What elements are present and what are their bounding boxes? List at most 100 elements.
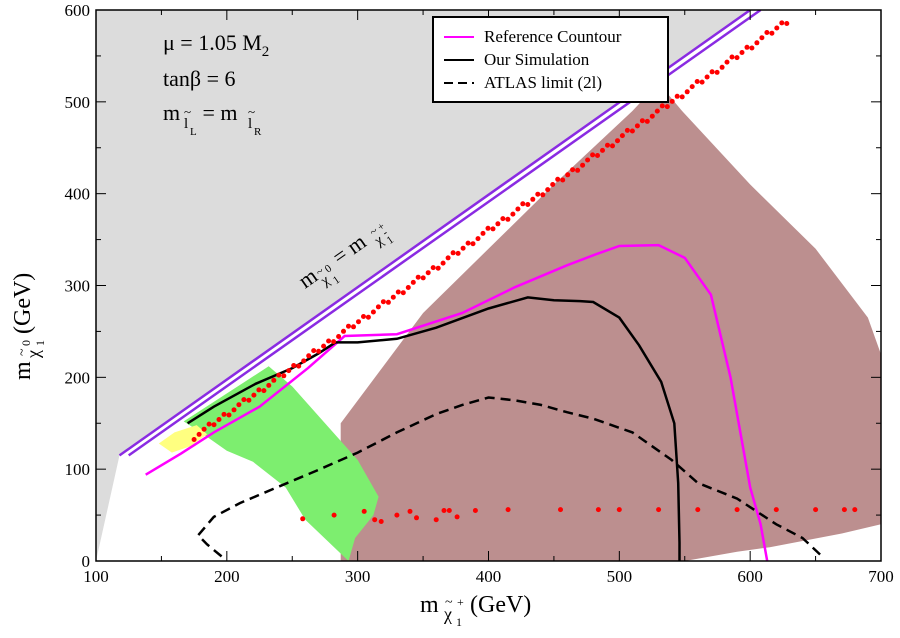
scatter-point-diag-31 — [346, 323, 351, 329]
x-tick-label-3: 400 — [476, 567, 502, 586]
scatter-point-diag-119 — [784, 21, 790, 26]
scatter-point-diag-118 — [779, 20, 785, 26]
scatter-point-row-1 — [331, 512, 337, 518]
scatter-point-diag-77 — [575, 167, 581, 173]
scatter-point-diag-55 — [465, 240, 471, 246]
annotation-mu: μ = 1.05 M2 — [163, 30, 269, 60]
scatter-point-diag-29 — [336, 334, 342, 339]
x-axis-title-tilde: ~ — [445, 595, 453, 610]
scatter-point-diag-81 — [595, 153, 600, 158]
scatter-point-diag-57 — [475, 236, 481, 242]
scatter-point-diag-16 — [271, 377, 277, 383]
scatter-point-diag-62 — [500, 216, 506, 222]
scatter-point-row-5 — [394, 512, 400, 518]
series-line-2 — [196, 396, 823, 558]
scatter-point-diag-56 — [470, 241, 476, 247]
legend: Reference Countour Our Simulation ATLAS … — [432, 16, 669, 103]
y-axis-title-sub: 1 — [33, 340, 47, 346]
scatter-point-diag-90 — [639, 118, 645, 124]
scatter-point-diag-91 — [644, 118, 650, 124]
scatter-point-row-13 — [505, 507, 511, 513]
scatter-point-diag-40 — [390, 294, 396, 300]
x-tick-label-2: 300 — [345, 567, 371, 586]
scatter-point-row-22 — [841, 507, 847, 513]
annotation-slepton-tilde1: ~ — [184, 104, 191, 119]
scatter-point-row-4 — [378, 519, 384, 524]
scatter-point-diag-27 — [326, 338, 332, 344]
scatter-point-diag-86 — [619, 133, 625, 139]
scatter-point-diag-34 — [361, 314, 366, 319]
scatter-point-diag-109 — [734, 55, 740, 61]
scatter-point-row-18 — [695, 507, 701, 513]
scatter-point-diag-64 — [510, 211, 516, 217]
legend-label-simulation: Our Simulation — [484, 50, 590, 69]
annotation-slepton-sub1: l — [184, 116, 188, 132]
y-tick-label-4: 400 — [65, 185, 91, 204]
scatter-point-diag-67 — [525, 202, 531, 207]
scatter-point-diag-45 — [415, 274, 421, 280]
scatter-point-diag-101 — [694, 79, 700, 84]
scatter-point-diag-110 — [739, 50, 745, 55]
scatter-point-diag-72 — [550, 182, 556, 187]
scatter-point-diag-3 — [206, 421, 212, 427]
scatter-point-diag-22 — [301, 358, 307, 364]
scatter-point-diag-43 — [405, 285, 411, 290]
scatter-point-diag-92 — [649, 113, 655, 119]
scatter-point-diag-24 — [311, 348, 317, 354]
scatter-point-diag-18 — [281, 373, 287, 379]
scatter-point-diag-76 — [570, 167, 576, 173]
x-tick-label-5: 600 — [737, 567, 763, 586]
scatter-point-row-12 — [472, 508, 478, 513]
y-axis-title: m ~ χ 1 0 (GeV) — [10, 273, 47, 380]
scatter-point-diag-26 — [321, 343, 327, 349]
scatter-point-diag-111 — [744, 44, 750, 50]
scatter-point-diag-63 — [505, 216, 511, 222]
legend-label-reference: Reference Countour — [484, 27, 622, 46]
x-tick-label-4: 500 — [607, 567, 633, 586]
scatter-point-diag-28 — [331, 339, 337, 345]
scatter-point-diag-66 — [520, 201, 526, 207]
scatter-point-diag-74 — [560, 177, 566, 183]
scatter-point-diag-6 — [221, 411, 227, 417]
scatter-point-diag-82 — [600, 147, 605, 153]
scatter-point-row-8 — [433, 517, 439, 523]
scatter-point-diag-10 — [241, 397, 247, 403]
scatter-point-diag-51 — [445, 255, 451, 261]
scatter-point-diag-14 — [261, 388, 267, 394]
scatter-point-diag-112 — [749, 45, 755, 51]
annotation-diag-pm: + — [375, 220, 387, 233]
y-axis-title-tilde: ~ — [15, 348, 30, 356]
scatter-point-diag-69 — [535, 191, 541, 197]
scatter-point-diag-96 — [669, 98, 675, 104]
scatter-point-diag-99 — [684, 89, 690, 95]
scatter-point-diag-32 — [351, 324, 356, 330]
scatter-point-row-9 — [441, 508, 447, 513]
scatter-point-diag-105 — [714, 69, 720, 75]
y-axis-title-m: m — [10, 361, 36, 380]
annotation-mu-sub: 2 — [262, 44, 270, 60]
annotation-mu-main: μ = 1.05 M — [163, 30, 262, 55]
scatter-point-diag-113 — [754, 40, 760, 46]
scatter-point-row-17 — [656, 507, 662, 513]
scatter-point-diag-79 — [585, 157, 591, 163]
scatter-point-diag-44 — [410, 279, 416, 285]
scatter-point-diag-88 — [629, 128, 635, 134]
y-axis-title-sup: 0 — [19, 340, 33, 346]
scatter-point-diag-50 — [440, 260, 446, 266]
scatter-point-row-15 — [595, 507, 601, 513]
scatter-point-diag-87 — [624, 127, 630, 133]
x-axis-title-chi: χ — [443, 604, 452, 624]
scatter-point-diag-0 — [191, 437, 197, 442]
scatter-point-diag-117 — [774, 25, 780, 31]
region-green — [183, 366, 379, 561]
y-tick-label-2: 200 — [65, 368, 91, 387]
x-tick-label-0: 100 — [83, 567, 109, 586]
annotation-slepton-m1: m — [163, 100, 180, 125]
scatter-point-diag-35 — [365, 314, 371, 320]
scatter-point-diag-5 — [216, 417, 222, 422]
scatter-point-diag-1 — [196, 431, 202, 437]
scatter-point-diag-104 — [709, 69, 715, 75]
region-excluded — [340, 89, 881, 561]
scatter-point-diag-89 — [634, 123, 640, 129]
x-axis-title-unit: (GeV) — [464, 592, 531, 618]
